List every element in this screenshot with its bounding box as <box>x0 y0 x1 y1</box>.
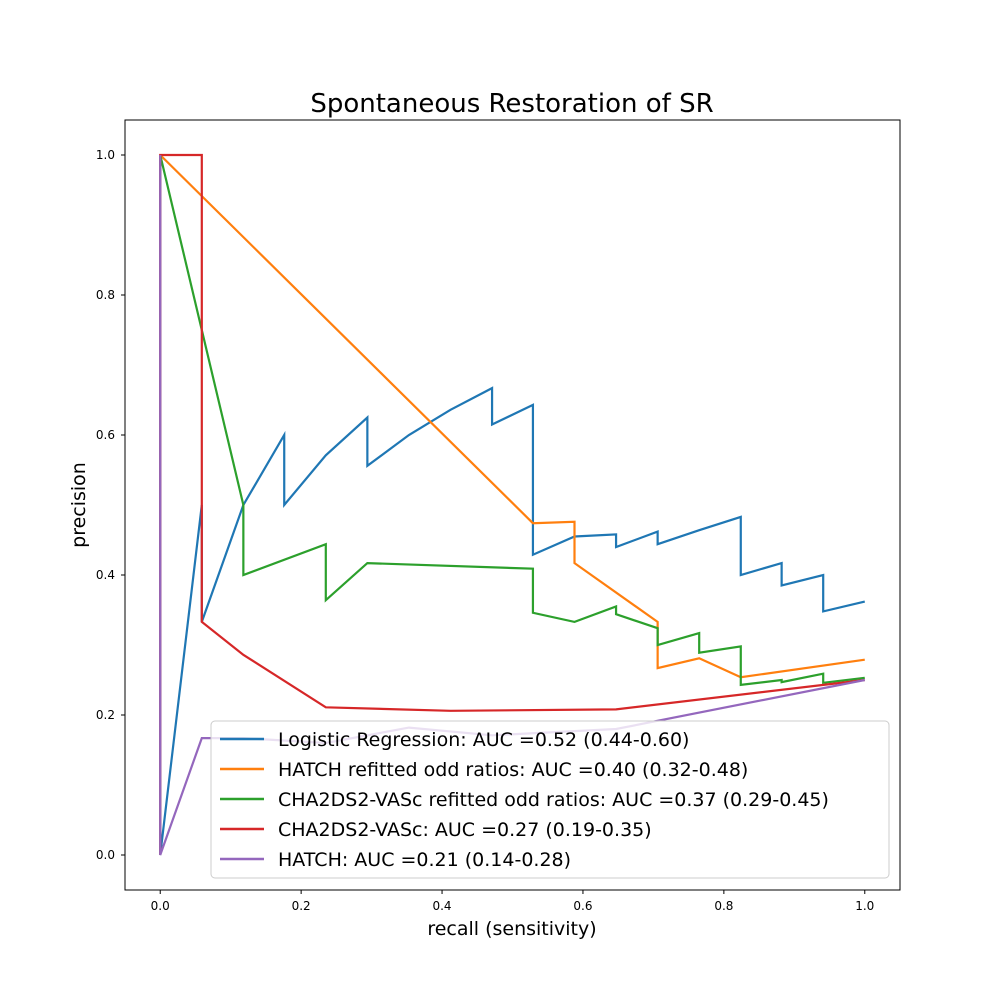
series-line-1 <box>159 155 866 856</box>
x-tick-label: 0.6 <box>573 899 592 913</box>
series-line-4 <box>159 153 865 855</box>
axes-frame <box>124 119 901 891</box>
x-axis-label: recall (sensitivity) <box>427 918 596 940</box>
legend-frame <box>210 720 890 879</box>
chart-title: Spontaneous Restoration of SR <box>310 89 713 119</box>
y-tick-label: 0.6 <box>96 428 115 442</box>
series-line-3 <box>159 154 865 687</box>
y-tick-label: 0.2 <box>96 708 115 722</box>
legend-label-4: CHA2DS2-VASc: AUC =0.27 (0.19-0.35) <box>278 819 652 841</box>
x-tick-label: 0.4 <box>432 899 451 913</box>
legend-label-3: CHA2DS2-VASc refitted odd ratios: AUC =0… <box>278 789 829 811</box>
y-tick-label: 0.0 <box>96 848 115 862</box>
legend-items: Logistic Regression: AUC =0.52 (0.44-0.6… <box>220 729 829 871</box>
series-line-2 <box>159 154 865 679</box>
y-tick-label: 0.4 <box>96 568 115 582</box>
legend-label-1: Logistic Regression: AUC =0.52 (0.44-0.6… <box>278 729 689 751</box>
x-tick-label: 1.0 <box>855 899 874 913</box>
x-axis-ticks: 0.0 0.2 0.4 0.6 0.8 1.0 <box>151 890 874 913</box>
legend-label-5: HATCH: AUC =0.21 (0.14-0.28) <box>278 849 571 871</box>
y-axis-label: precision <box>68 462 90 548</box>
y-axis-ticks: 0.0 0.2 0.4 0.6 0.8 1.0 <box>96 148 125 862</box>
legend: Logistic Regression: AUC =0.52 (0.44-0.6… <box>210 720 890 879</box>
x-tick-label: 0.8 <box>714 899 733 913</box>
legend-label-2: HATCH refitted odd ratios: AUC =0.40 (0.… <box>278 759 748 781</box>
x-tick-label: 0.2 <box>292 899 311 913</box>
y-tick-label: 0.8 <box>96 288 115 302</box>
x-tick-label: 0.0 <box>151 899 170 913</box>
y-tick-label: 1.0 <box>96 148 115 162</box>
